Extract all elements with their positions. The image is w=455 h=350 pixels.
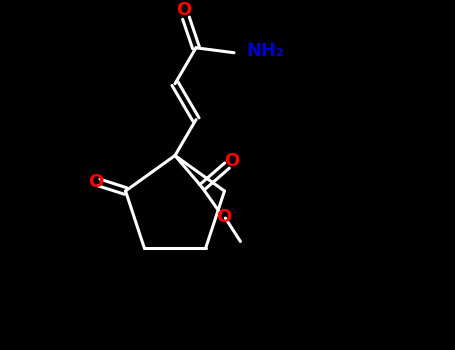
Text: NH₂: NH₂ [246,42,284,60]
Text: O: O [88,174,104,191]
Text: O: O [177,1,192,19]
Text: O: O [216,208,231,226]
Text: O: O [224,152,240,170]
